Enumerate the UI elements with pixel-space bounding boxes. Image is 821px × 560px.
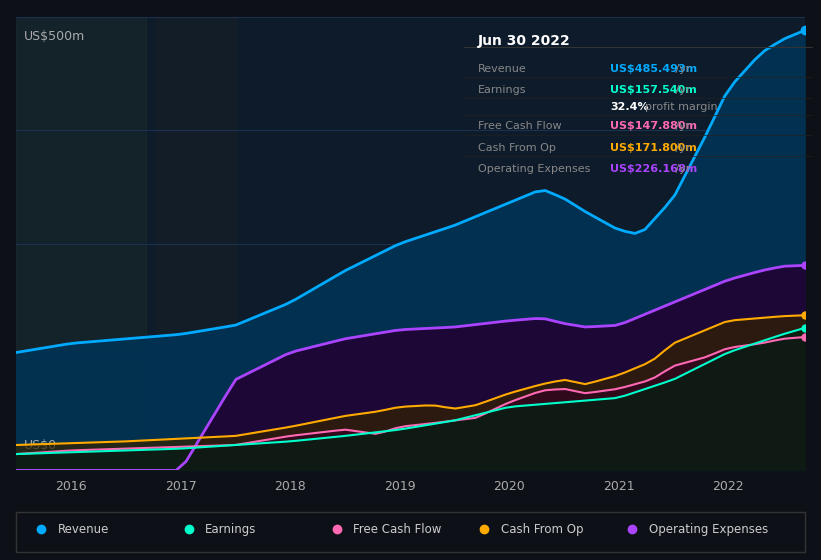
Text: 32.4%: 32.4%	[610, 101, 649, 111]
Text: Free Cash Flow: Free Cash Flow	[353, 522, 442, 536]
Text: Operating Expenses: Operating Expenses	[649, 522, 768, 536]
Text: Earnings: Earnings	[205, 522, 257, 536]
Text: Operating Expenses: Operating Expenses	[478, 164, 590, 174]
Text: Cash From Op: Cash From Op	[501, 522, 583, 536]
Text: /yr: /yr	[672, 143, 690, 153]
Text: Revenue: Revenue	[478, 64, 526, 73]
Text: US$485.493m: US$485.493m	[610, 64, 698, 73]
Text: /yr: /yr	[672, 85, 690, 95]
Text: US$147.880m: US$147.880m	[610, 122, 697, 132]
Text: US$500m: US$500m	[25, 30, 85, 44]
Bar	[16, 512, 805, 552]
Text: Revenue: Revenue	[57, 522, 109, 536]
Text: /yr: /yr	[672, 122, 690, 132]
Text: profit margin: profit margin	[645, 101, 718, 111]
Text: Jun 30 2022: Jun 30 2022	[478, 34, 571, 48]
Text: US$171.800m: US$171.800m	[610, 143, 697, 153]
Text: /yr: /yr	[672, 64, 690, 73]
Text: Free Cash Flow: Free Cash Flow	[478, 122, 562, 132]
Text: Earnings: Earnings	[478, 85, 526, 95]
Text: US$226.168m: US$226.168m	[610, 164, 698, 174]
Text: US$157.540m: US$157.540m	[610, 85, 697, 95]
Text: US$0: US$0	[25, 439, 57, 452]
Text: Cash From Op: Cash From Op	[478, 143, 556, 153]
Text: /yr: /yr	[672, 164, 690, 174]
